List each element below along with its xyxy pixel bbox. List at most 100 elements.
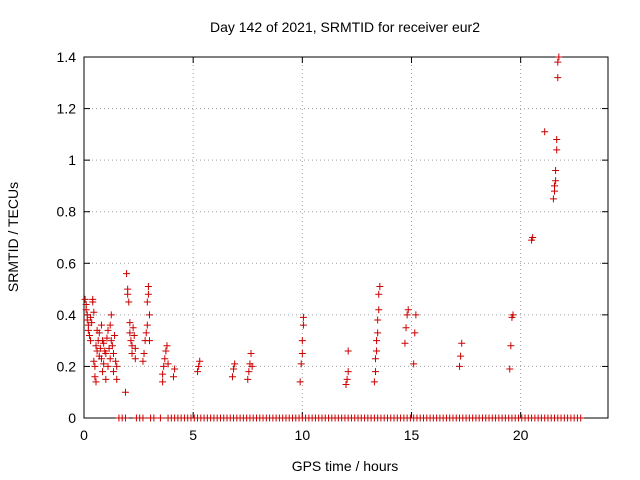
data-point (375, 306, 383, 314)
data-point (139, 357, 147, 365)
y-tick-label: 0.4 (57, 307, 77, 323)
x-axis-label: GPS time / hours (292, 458, 399, 474)
data-point (126, 319, 134, 327)
data-point (457, 352, 465, 360)
data-point (125, 298, 133, 306)
data-point (507, 342, 515, 350)
y-axis-label: SRMTID / TECUs (5, 182, 21, 292)
data-point (85, 331, 93, 339)
data-point (124, 290, 132, 298)
data-point (371, 355, 379, 363)
data-point (248, 362, 256, 370)
data-points (81, 53, 585, 422)
data-point (554, 58, 562, 66)
chart-title: Day 142 of 2021, SRMTID for receiver eur… (210, 19, 480, 35)
data-point (552, 166, 560, 174)
data-point (146, 337, 153, 345)
data-point (113, 375, 121, 383)
data-point (299, 313, 307, 321)
data-point (90, 308, 98, 316)
data-point (529, 234, 537, 241)
y-tick-label: 1.4 (57, 49, 77, 65)
data-point (376, 282, 384, 290)
data-point (298, 350, 306, 358)
data-point (374, 329, 382, 337)
data-point (131, 344, 139, 352)
data-point (553, 146, 561, 154)
data-point (106, 355, 114, 363)
x-tick-label: 10 (295, 427, 311, 443)
data-point (404, 306, 412, 314)
data-point (247, 350, 255, 358)
data-point (344, 368, 352, 376)
data-point (107, 311, 115, 319)
data-point (87, 337, 95, 345)
data-point (161, 355, 169, 363)
data-point (150, 414, 158, 422)
data-point (244, 375, 252, 383)
data-point (126, 329, 134, 337)
x-tick-label: 20 (513, 427, 529, 443)
y-tick-label: 1 (68, 152, 76, 168)
data-point (87, 313, 95, 321)
data-point (97, 355, 105, 363)
data-point (89, 298, 97, 306)
data-point (370, 378, 378, 386)
data-point (81, 295, 89, 303)
data-point (552, 177, 560, 185)
data-point (102, 375, 110, 383)
data-point (342, 380, 350, 388)
data-point (100, 360, 108, 368)
data-point (230, 365, 238, 373)
data-point (96, 344, 104, 352)
data-point (456, 362, 464, 370)
data-point (104, 362, 112, 370)
data-point (171, 365, 179, 373)
data-point (144, 290, 152, 298)
data-point (139, 414, 147, 422)
data-point (410, 360, 418, 368)
data-point (554, 74, 562, 82)
x-tick-label: 15 (404, 427, 420, 443)
data-point (102, 350, 110, 358)
data-point (160, 362, 168, 370)
data-point (299, 321, 307, 329)
y-tick-label: 0.6 (57, 255, 77, 271)
data-point (374, 316, 382, 324)
data-point (458, 339, 466, 347)
data-point (111, 331, 119, 339)
data-point (104, 326, 112, 334)
data-point (106, 321, 114, 329)
y-tick-label: 0.8 (57, 204, 77, 220)
data-point (551, 182, 559, 190)
y-tick-label: 1.2 (57, 101, 77, 117)
data-point (194, 368, 202, 376)
data-point (170, 373, 178, 381)
data-point (412, 311, 420, 319)
data-point (109, 350, 117, 358)
data-point (164, 360, 172, 368)
data-point (159, 378, 167, 386)
data-point (143, 298, 151, 306)
data-point (92, 342, 100, 350)
data-point (411, 329, 419, 337)
data-point (88, 319, 96, 327)
data-point (99, 368, 107, 376)
data-point (541, 128, 549, 136)
data-point (109, 368, 117, 376)
data-point (403, 311, 411, 319)
data-point (577, 414, 585, 422)
data-point (159, 370, 167, 378)
data-point (402, 324, 410, 332)
y-tick-label: 0 (68, 410, 76, 426)
data-point (107, 337, 115, 345)
data-point (549, 195, 557, 203)
data-point (128, 350, 136, 358)
x-tick-label: 5 (189, 427, 197, 443)
data-point (195, 362, 203, 370)
data-point (130, 331, 138, 339)
data-point (121, 414, 129, 422)
data-point (121, 388, 129, 396)
data-point (196, 357, 204, 365)
